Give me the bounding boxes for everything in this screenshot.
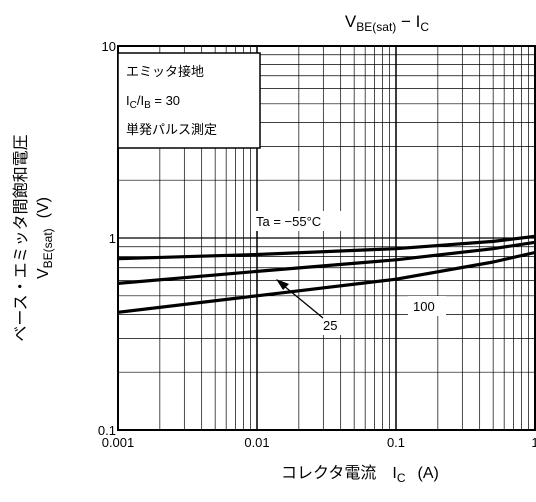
- y-tick-label: 1: [109, 231, 116, 246]
- y-axis-label-text: ベース・エミッタ間飽和電圧: [12, 134, 30, 341]
- series-label-25: 25: [323, 318, 337, 333]
- series-line-series-25: [117, 240, 536, 285]
- series-label-minus55: Ta = −55°C: [256, 214, 321, 229]
- conditions-box: エミッタ接地 IC/IB = 30 単発パルス測定: [117, 52, 261, 149]
- series-curves: [117, 234, 536, 314]
- condition-emitter: エミッタ接地: [126, 64, 204, 79]
- label-bg-25: [318, 315, 352, 335]
- y-tick-labels: 10 1 0.1: [98, 39, 116, 438]
- label-arrowhead: [276, 279, 289, 290]
- x-tick-label: 0.001: [102, 435, 135, 450]
- label-bg-55: [252, 211, 346, 231]
- conditions-frame: [117, 52, 261, 149]
- plot-frame: [117, 45, 536, 431]
- series-labels: Ta = −55°C 25 100: [252, 211, 446, 335]
- y-axis-label-unit: VBE(sat)(V): [35, 197, 55, 279]
- y-tick-label: 0.1: [98, 423, 116, 438]
- label-bg-100: [408, 296, 446, 316]
- x-axis-label: コレクタ電流 IC (A): [281, 464, 439, 485]
- x-tick-labels: 0.001 0.01 0.1 1: [102, 435, 536, 450]
- condition-ratio: IC/IB = 30: [126, 93, 180, 111]
- series-line-series-100: [117, 250, 536, 314]
- x-tick-label: 0.01: [244, 435, 269, 450]
- y-tick-label: 10: [102, 39, 116, 54]
- chart-title: VBE(sat) − IC: [345, 12, 429, 34]
- series-line-series-minus55: [117, 234, 536, 261]
- x-tick-label: 1: [531, 435, 536, 450]
- series-label-100: 100: [413, 299, 435, 314]
- y-axis-label: ベース・エミッタ間飽和電圧 VBE(sat)(V): [12, 134, 55, 341]
- condition-pulse: 単発パルス測定: [126, 122, 217, 137]
- x-tick-label: 0.1: [387, 435, 405, 450]
